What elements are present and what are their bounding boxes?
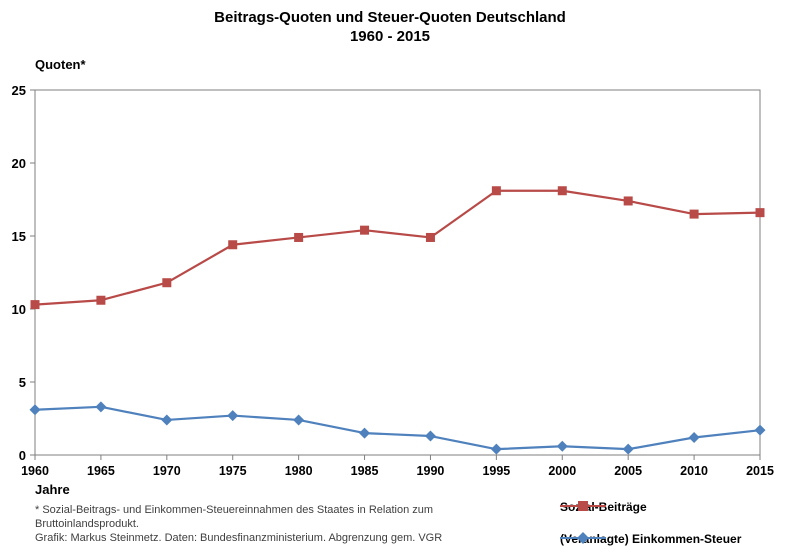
legend-marker-sozial-icon [560, 501, 606, 511]
data-marker-1 [95, 401, 107, 413]
y-tick-label: 15 [12, 229, 26, 244]
x-tick-label: 2015 [746, 464, 774, 478]
data-marker-1 [161, 414, 173, 426]
chart-title-line1: Beitrags-Quoten und Steuer-Quoten Deutsc… [214, 9, 566, 26]
x-tick-label: 2005 [614, 464, 642, 478]
footnote-line3: Grafik: Markus Steinmetz. Daten: Bundesf… [35, 532, 443, 544]
data-marker-0 [491, 186, 501, 196]
data-marker-1 [424, 430, 436, 442]
data-marker-1 [359, 427, 371, 439]
data-marker-1 [227, 410, 239, 422]
data-marker-0 [689, 209, 699, 219]
x-tick-label: 1995 [482, 464, 510, 478]
x-tick-label: 1990 [417, 464, 445, 478]
y-tick-label: 10 [12, 302, 26, 317]
data-marker-1 [688, 431, 700, 443]
legend-square-sozial [578, 501, 588, 511]
data-marker-0 [755, 208, 765, 218]
data-marker-0 [30, 300, 40, 310]
data-marker-0 [162, 278, 172, 288]
y-axis-title: Quoten* [35, 57, 86, 72]
chart-title: Beitrags-Quoten und Steuer-Quoten Deutsc… [0, 8, 780, 46]
data-marker-0 [557, 186, 567, 196]
chart-title-line2: 1960 - 2015 [349, 28, 431, 45]
x-tick-label: 2010 [680, 464, 708, 478]
legend-item-sozial: Sozial-Beiträge [560, 500, 795, 514]
data-marker-1 [29, 404, 41, 416]
data-marker-0 [294, 232, 304, 242]
data-marker-0 [96, 295, 106, 305]
y-tick-label: 20 [12, 156, 26, 171]
legend-diamond-steuer [577, 532, 589, 544]
footnote-line1: * Sozial-Beitrags- und Einkommen-Steuere… [35, 504, 434, 516]
legend-marker-steuer-icon [560, 532, 606, 544]
data-marker-1 [490, 443, 502, 455]
data-marker-1 [622, 443, 634, 455]
x-tick-label: 1965 [87, 464, 115, 478]
x-tick-label: 1985 [351, 464, 379, 478]
legend-item-steuer: (Veranlagte) Einkommen-Steuer [560, 532, 795, 546]
x-tick-label: 1960 [21, 464, 49, 478]
data-marker-1 [293, 414, 305, 426]
data-marker-1 [556, 440, 568, 452]
x-tick-label: 1980 [285, 464, 313, 478]
x-tick-label: 1975 [219, 464, 247, 478]
x-tick-label: 1970 [153, 464, 181, 478]
data-marker-0 [360, 225, 370, 235]
data-marker-0 [228, 240, 238, 250]
series-line-0 [34, 189, 761, 306]
chart-footnote: * Sozial-Beitrags- und Einkommen-Steuere… [35, 503, 442, 545]
data-marker-0 [425, 232, 435, 242]
y-tick-label: 25 [12, 83, 26, 98]
x-tick-label: 2000 [548, 464, 576, 478]
data-marker-1 [754, 424, 766, 436]
y-tick-label: 5 [19, 375, 26, 390]
data-marker-0 [623, 196, 633, 206]
series-line-1 [34, 405, 761, 451]
legend-label-steuer: (Veranlagte) Einkommen-Steuer [560, 532, 742, 546]
footnote-line2: Bruttoinlandsprodukt. [35, 518, 139, 530]
plot-area-border [34, 89, 761, 456]
x-axis-title: Jahre [35, 482, 70, 497]
y-tick-label: 0 [19, 448, 26, 463]
